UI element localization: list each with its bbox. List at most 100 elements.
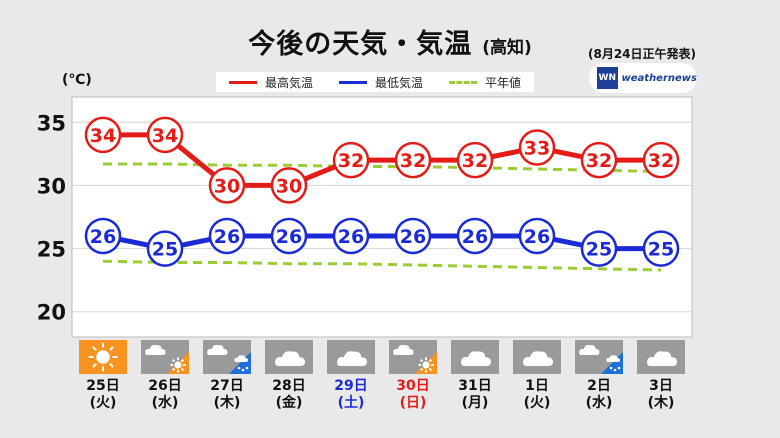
max-temp-label: 32 <box>648 150 674 172</box>
logo-name: weathernews <box>621 72 697 84</box>
min-temp-label: 26 <box>524 226 550 248</box>
y-tick-label: 20 <box>37 301 66 325</box>
day-column: 27日 (木) <box>197 340 257 412</box>
legend-item-min: 最低気温 <box>338 74 423 91</box>
min-temp-label: 26 <box>462 226 488 248</box>
day-column: 25日 (火) <box>73 340 133 412</box>
legend-swatch-max <box>228 80 257 84</box>
chart-legend: 最高気温 最低気温 平年値 <box>216 72 534 92</box>
max-temp-label: 34 <box>90 125 116 147</box>
day-weekday-label: (月) <box>461 395 489 411</box>
max-temp-point <box>146 116 184 154</box>
cloud-icon <box>637 340 685 374</box>
y-tick-label: 25 <box>37 238 66 262</box>
max-temp-point <box>394 141 432 179</box>
max-temp-point <box>580 141 618 179</box>
day-column: 2日 (水) <box>569 340 629 412</box>
cloud-then-sun-icon <box>141 340 189 374</box>
day-date-label: 25日 <box>86 378 120 394</box>
day-weekday-label: (火) <box>523 395 551 411</box>
min-temp-point <box>332 217 370 255</box>
cloud-icon <box>513 340 561 374</box>
day-date-label: 28日 <box>272 378 306 394</box>
day-weekday-label: (水) <box>585 395 613 411</box>
day-column: 26日 (水) <box>135 340 195 412</box>
temperature-chart: 20 25 30 35 34 34 30 30 32 32 32 33 32 32 26 25 26 26 26 26… <box>37 96 693 338</box>
cloud-icon <box>265 340 313 374</box>
max-temp-label: 30 <box>214 175 240 197</box>
day-date-label: 27日 <box>210 378 244 394</box>
min-temp-label: 25 <box>648 239 674 261</box>
day-column: 31日 (月) <box>445 340 505 412</box>
max-temp-label: 33 <box>524 138 550 160</box>
unit-label: (℃) <box>62 72 92 88</box>
cloud-then-rain-icon <box>203 340 251 374</box>
weathernews-logo: WN weathernews <box>589 63 697 93</box>
day-date-label: 3日 <box>649 378 673 394</box>
min-temp-point <box>84 217 122 255</box>
cloud-icon <box>451 340 499 374</box>
issued-time: (8月24日正午発表) <box>588 47 697 61</box>
max-temp-point <box>84 116 122 154</box>
day-column: 3日 (木) <box>631 340 691 412</box>
day-column: 1日 (火) <box>507 340 567 412</box>
legend-label-min: 最低気温 <box>374 75 423 90</box>
day-weekday-label: (火) <box>89 395 117 411</box>
min-temp-label: 25 <box>152 239 178 261</box>
max-temp-label: 32 <box>338 150 364 172</box>
max-temp-label: 32 <box>462 150 488 172</box>
min-temp-point <box>456 217 494 255</box>
day-column: 30日 (日) <box>383 340 443 412</box>
day-weekday-label: (水) <box>151 395 179 411</box>
y-tick-label: 35 <box>37 111 66 135</box>
day-weekday-label: (金) <box>275 395 303 411</box>
day-date-label: 1日 <box>525 378 549 394</box>
legend-item-normal: 平年値 <box>448 74 521 91</box>
min-temp-point <box>146 230 184 267</box>
day-date-label: 29日 <box>334 378 368 394</box>
max-temp-point <box>456 141 494 179</box>
day-column: 28日 (金) <box>259 340 319 412</box>
legend-label-normal: 平年値 <box>484 75 521 90</box>
max-temp-label: 32 <box>586 150 612 172</box>
min-temp-point <box>270 217 308 255</box>
min-temp-point <box>580 230 618 267</box>
normal-temp-line <box>103 162 662 174</box>
legend-swatch-min <box>338 80 367 84</box>
day-date-label: 30日 <box>396 378 430 394</box>
legend-label-max: 最高気温 <box>264 75 313 90</box>
max-temp-point <box>518 129 556 166</box>
min-temp-label: 26 <box>400 226 426 248</box>
legend-swatch-normal <box>448 80 477 84</box>
location-label: (高知) <box>482 38 532 58</box>
min-temp-label: 25 <box>586 239 612 261</box>
max-temp-point <box>642 141 680 179</box>
cloud-then-sun-icon <box>389 340 437 374</box>
max-temp-point <box>332 141 370 179</box>
logo-mark: WN <box>597 67 618 89</box>
max-temp-label: 32 <box>400 150 426 172</box>
min-temp-label: 26 <box>214 226 240 248</box>
normal-temp-line <box>102 259 662 272</box>
min-temp-point <box>518 217 556 255</box>
cloud-icon <box>327 340 375 374</box>
max-temp-line <box>103 132 661 188</box>
day-date-label: 2日 <box>587 378 611 394</box>
day-weekday-label: (日) <box>399 395 427 411</box>
y-tick-label: 30 <box>37 174 66 198</box>
min-temp-point <box>208 217 246 255</box>
max-temp-label: 30 <box>276 175 302 197</box>
max-temp-point <box>208 167 246 204</box>
min-temp-point <box>642 230 680 267</box>
min-temp-label: 26 <box>90 226 116 248</box>
min-temp-label: 26 <box>338 226 364 248</box>
day-column: 29日 (土) <box>321 340 381 412</box>
min-temp-label: 26 <box>276 226 302 248</box>
min-temp-point <box>394 217 432 255</box>
title-area: 今後の天気・気温 (高知) <box>0 22 780 61</box>
day-weekday-label: (木) <box>213 395 241 411</box>
day-date-label: 26日 <box>148 378 182 394</box>
legend-item-max: 最高気温 <box>228 74 313 91</box>
day-weekday-label: (木) <box>647 395 675 411</box>
page-title: 今後の天気・気温 <box>248 29 473 60</box>
